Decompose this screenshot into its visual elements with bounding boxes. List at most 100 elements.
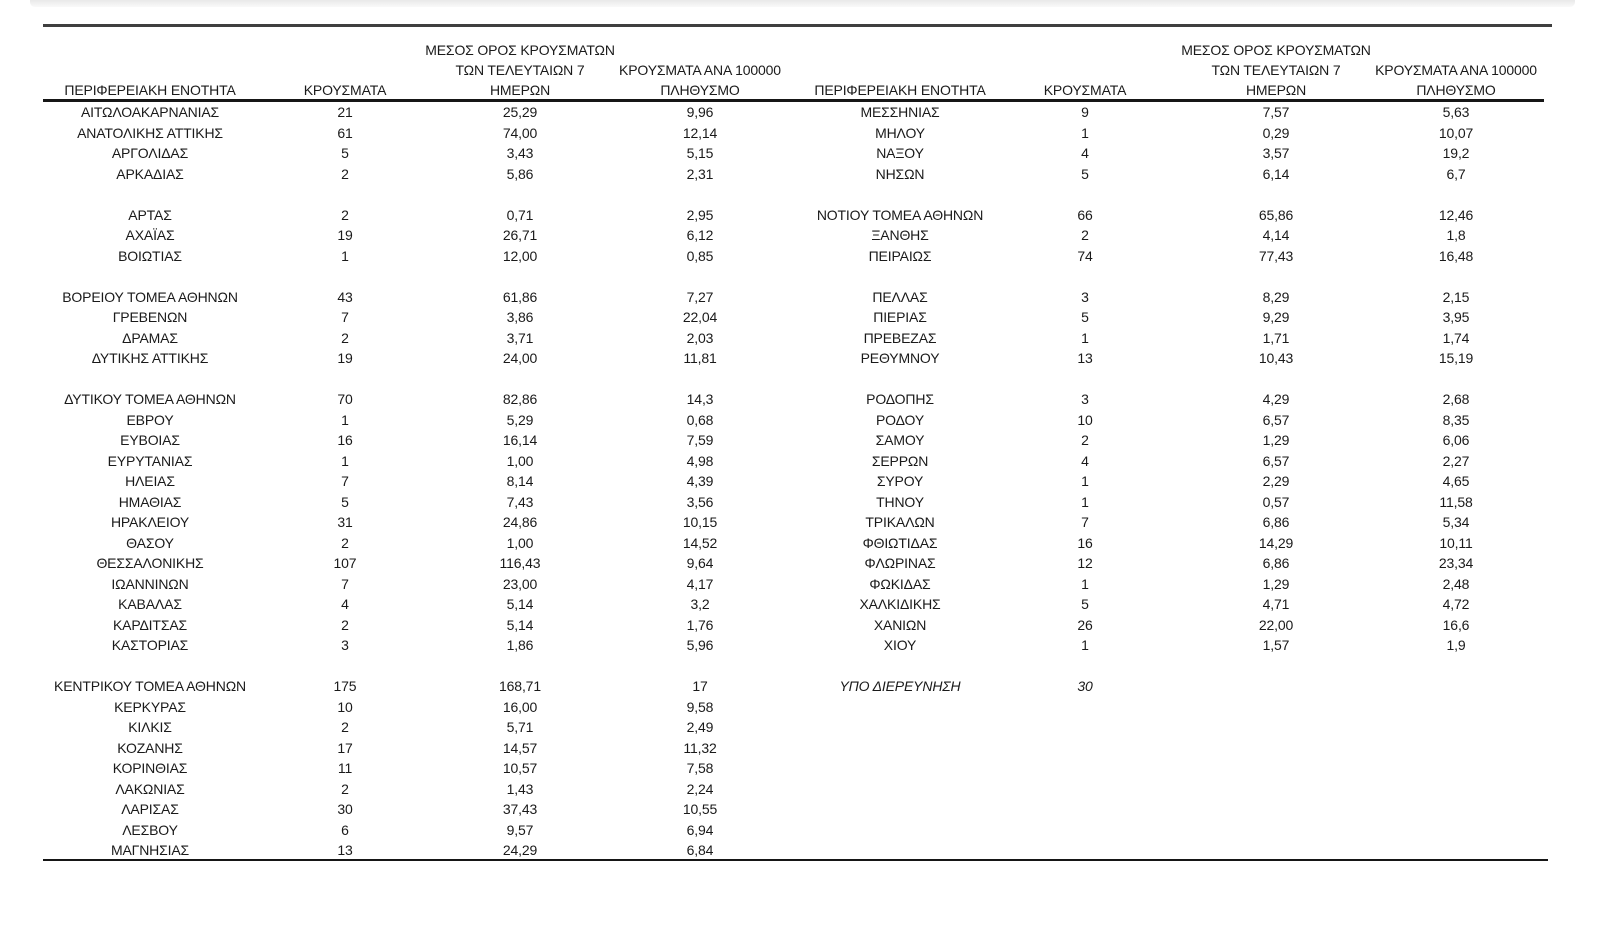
table-row: ΠΕΛΛΑΣ 3 8,29 2,15 <box>797 287 1527 308</box>
cell-avg7: 1,57 <box>1262 637 1290 653</box>
table-row: ΕΥΡΥΤΑΝΙΑΣ 1 1,00 4,98 <box>47 451 797 472</box>
cell-avg7: 24,86 <box>502 514 538 530</box>
cell-avg7: 0,29 <box>1262 124 1290 141</box>
cell-per100k: 10,11 <box>1439 534 1473 551</box>
cell-per100k: 10,55 <box>682 801 718 817</box>
cell-cases: 7 <box>1081 514 1089 530</box>
right-table-header: ΜΕΣΟΣ ΟΡΟΣ ΚΡΟΥΣΜΑΤΩΝ ΤΩΝ ΤΕΛΕΥΤΑΙΩΝ 7 Κ… <box>797 40 1537 100</box>
cell-avg7: 8,29 <box>1262 288 1290 305</box>
cell-avg7: 14,57 <box>502 739 538 756</box>
bottom-rule <box>43 859 1548 861</box>
cell-per100k: 2,48 <box>1442 575 1470 592</box>
cell-per100k: 4,65 <box>1442 473 1470 489</box>
cell-cases: 21 <box>337 104 353 120</box>
cell-cases: 1 <box>341 247 349 264</box>
header-region: ΠΕΡΙΦΕΡΕΙΑΚΗ ΕΝΟΤΗΤΑ <box>814 82 986 98</box>
table-row: ΚΟΡΙΝΘΙΑΣ 11 10,57 7,58 <box>47 758 797 779</box>
header-avg-line2: ΤΩΝ ΤΕΛΕΥΤΑΙΩΝ 7 <box>455 62 585 78</box>
table-row: ΛΑΡΙΣΑΣ 30 37,43 10,55 <box>47 799 797 820</box>
cell-cases: 66 <box>1077 206 1093 223</box>
cell-region: ΧΑΝΙΩΝ <box>873 616 927 633</box>
cell-region: ΦΩΚΙΔΑΣ <box>869 575 931 592</box>
header-avg-line2: ΤΩΝ ΤΕΛΕΥΤΑΙΩΝ 7 <box>1211 62 1341 78</box>
table-row: ΥΠΟ ΔΙΕΡΕΥΝΗΣΗ 30 <box>797 676 1527 697</box>
cell-per100k: 9,64 <box>686 555 714 571</box>
cell-cases: 3 <box>1081 288 1089 305</box>
cell-cases: 1 <box>341 411 349 428</box>
cell-avg7: 61,86 <box>502 288 538 305</box>
table-row: ΧΑΛΚΙΔΙΚΗΣ 5 4,71 4,72 <box>797 594 1527 615</box>
table-row: ΠΙΕΡΙΑΣ 5 9,29 3,95 <box>797 307 1527 328</box>
cell-cases: 19 <box>337 227 353 243</box>
cell-region: ΜΗΛΟΥ <box>875 124 925 141</box>
cell-region: ΚΟΖΑΝΗΣ <box>117 739 183 756</box>
cell-region: ΘΑΣΟΥ <box>126 534 174 551</box>
cell-region: ΜΕΣΣΗΝΙΑΣ <box>860 104 940 120</box>
group-spacer-row <box>797 656 1527 677</box>
cell-per100k: 8,35 <box>1442 411 1470 428</box>
cell-region: ΑΙΤΩΛΟΑΚΑΡΝΑΝΙΑΣ <box>80 104 220 120</box>
cell-region: ΚΕΝΤΡΙΚΟΥ ΤΟΜΕΑ ΑΘΗΝΩΝ <box>54 678 246 694</box>
table-row: ΕΥΒΟΙΑΣ 16 16,14 7,59 <box>47 430 797 451</box>
cell-cases: 5 <box>1081 309 1089 325</box>
cell-avg7: 1,00 <box>506 452 534 469</box>
cell-avg7: 9,29 <box>1262 309 1290 325</box>
cell-avg7: 6,14 <box>1262 165 1290 182</box>
cell-region: ΗΜΑΘΙΑΣ <box>118 493 182 510</box>
table-row: ΒΟΙΩΤΙΑΣ 1 12,00 0,85 <box>47 246 797 267</box>
cell-region: ΚΑΒΑΛΑΣ <box>118 596 182 612</box>
cell-avg7: 23,00 <box>502 575 538 592</box>
cell-cases: 11 <box>337 760 353 776</box>
cell-cases: 2 <box>341 719 349 735</box>
cell-per100k: 5,63 <box>1442 104 1470 120</box>
cell-cases: 2 <box>341 206 349 223</box>
cell-per100k: 19,2 <box>1442 145 1470 161</box>
page-top-shadow <box>30 0 1575 7</box>
cell-region: ΠΡΕΒΕΖΑΣ <box>863 329 937 346</box>
cell-cases: 16 <box>337 432 353 448</box>
cell-cases: 16 <box>1077 534 1093 551</box>
cell-avg7: 6,57 <box>1262 452 1290 469</box>
cell-cases: 70 <box>337 391 353 407</box>
cell-avg7: 5,86 <box>506 165 534 182</box>
cell-per100k: 5,96 <box>686 637 714 653</box>
table-row: ΡΟΔΟΠΗΣ 3 4,29 2,68 <box>797 389 1527 410</box>
cell-avg7: 1,00 <box>506 534 534 551</box>
cell-avg7: 1,86 <box>506 637 534 653</box>
cell-cases: 26 <box>1077 616 1093 633</box>
table-row: ΦΘΙΩΤΙΔΑΣ 16 14,29 10,11 <box>797 533 1527 554</box>
cell-region: ΑΡΤΑΣ <box>128 206 172 223</box>
cell-per100k: 9,58 <box>686 698 714 715</box>
table-row: ΣΕΡΡΩΝ 4 6,57 2,27 <box>797 451 1527 472</box>
table-row: ΚΙΛΚΙΣ 2 5,71 2,49 <box>47 717 797 738</box>
cell-region: ΡΟΔΟΥ <box>875 411 925 428</box>
cell-avg7: 0,57 <box>1262 493 1290 510</box>
cell-region: ΚΑΣΤΟΡΙΑΣ <box>111 637 189 653</box>
cell-avg7: 4,29 <box>1262 391 1290 407</box>
cell-cases: 9 <box>1081 104 1089 120</box>
cell-per100k: 5,34 <box>1442 514 1470 530</box>
header-spacer <box>47 60 253 80</box>
cell-per100k: 2,49 <box>686 719 714 735</box>
cell-region: ΔΡΑΜΑΣ <box>122 329 178 346</box>
cell-cases: 13 <box>337 842 353 858</box>
cell-cases: 12 <box>1077 555 1093 571</box>
cell-per100k: 6,94 <box>686 821 714 838</box>
top-rule <box>43 24 1552 27</box>
header-spacer <box>797 60 1003 80</box>
table-row: ΡΕΘΥΜΝΟΥ 13 10,43 15,19 <box>797 348 1527 369</box>
cell-cases: 1 <box>1081 473 1089 489</box>
cell-avg7: 25,29 <box>502 104 538 120</box>
cell-cases: 5 <box>341 493 349 510</box>
cell-region: ΣΑΜΟΥ <box>875 432 925 448</box>
cell-region: ΦΘΙΩΤΙΔΑΣ <box>862 534 938 551</box>
header-avg-line3: ΗΜΕΡΩΝ <box>1245 82 1307 98</box>
cell-region: ΗΛΕΙΑΣ <box>125 473 175 489</box>
cell-per100k: 10,15 <box>682 514 718 530</box>
table-row: ΦΩΚΙΔΑΣ 1 1,29 2,48 <box>797 574 1527 595</box>
cell-avg7: 10,57 <box>502 760 538 776</box>
table-row: ΑΙΤΩΛΟΑΚΑΡΝΑΝΙΑΣ 21 25,29 9,96 <box>47 102 797 123</box>
cell-region: ΒΟΡΕΙΟΥ ΤΟΜΕΑ ΑΘΗΝΩΝ <box>62 288 238 305</box>
cell-per100k: 6,06 <box>1442 432 1470 448</box>
